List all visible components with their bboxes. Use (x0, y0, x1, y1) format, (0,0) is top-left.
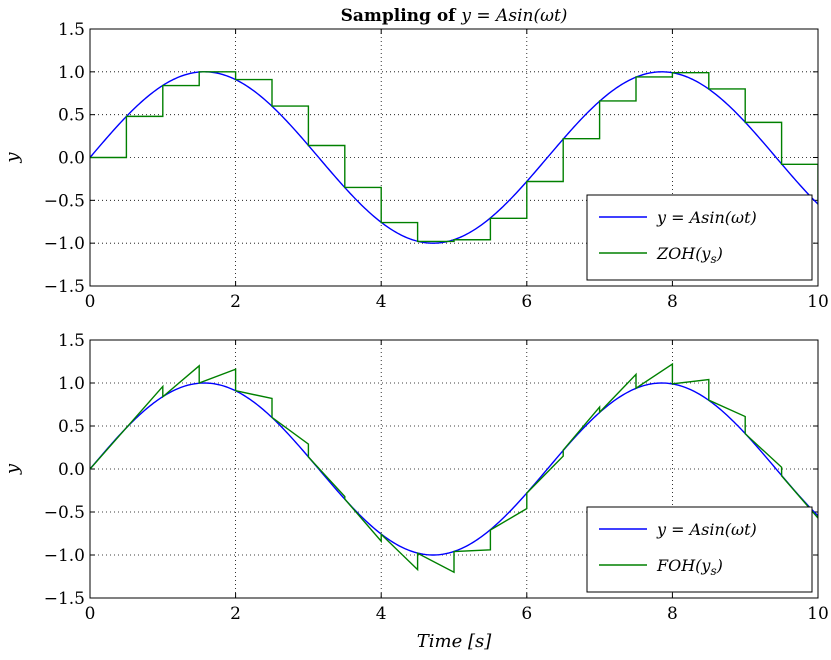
x-tick-label: 2 (230, 292, 241, 312)
chart-title: Sampling of y = Asin(ωt) (341, 6, 568, 26)
legend-box (586, 506, 813, 593)
legend-label: y = Asin(ωt) (656, 208, 757, 227)
legend-box (586, 194, 813, 281)
y-tick-label: −0.5 (44, 503, 85, 523)
y-tick-label: −1.0 (44, 234, 85, 254)
legend-label: ZOH(ys) (656, 244, 723, 266)
x-tick-label: 4 (376, 604, 387, 624)
y-tick-label: 0.0 (58, 149, 85, 169)
x-tick-label: 6 (521, 604, 532, 624)
x-tick-label: 10 (807, 292, 829, 312)
y-tick-label: 1.0 (58, 63, 85, 83)
y-tick-label: −1.5 (44, 277, 85, 297)
axes-frame (89, 28, 819, 287)
x-tick-label: 8 (667, 292, 678, 312)
y-tick-label: −0.5 (44, 191, 85, 211)
x-tick-label: 4 (376, 292, 387, 312)
x-tick-label: 6 (521, 292, 532, 312)
series-line-foh (90, 362, 818, 574)
y-tick-label: 1.0 (58, 374, 85, 394)
x-tick-label: 0 (85, 292, 96, 312)
x-axis-label: Time [s] (417, 631, 492, 652)
y-tick-label: −1.5 (44, 589, 85, 609)
y-tick-label: 1.5 (58, 331, 85, 351)
x-tick-label: 2 (230, 604, 241, 624)
bottom-subplot: 0 2 4 6 8 10 1.5 1.0 0.5 0.0 −0.5 −1.0 −1.5 y Time [s]… (2, 331, 829, 652)
legend: y = Asin(ωt) ZOH(ys) (586, 194, 813, 281)
series-line-zoh (90, 71, 818, 243)
y-tick-label: 1.5 (58, 20, 85, 40)
top-subplot: 0 2 4 6 8 10 1.5 1.0 0.5 0.0 −0.5 −1.0 −1.5 y Sampling… (2, 6, 829, 312)
x-tick-label: 0 (85, 604, 96, 624)
y-tick-label: 0.5 (58, 106, 85, 126)
y-tick-label: −1.0 (44, 546, 85, 566)
x-tick-label: 8 (667, 604, 678, 624)
legend-label: FOH(ys) (656, 556, 723, 578)
y-tick-label: 0.0 (58, 460, 85, 480)
axes-frame (89, 339, 819, 599)
legend: y = Asin(ωt) FOH(ys) (586, 506, 813, 593)
legend-label: y = Asin(ωt) (656, 520, 757, 539)
y-axis-label: y (2, 152, 23, 164)
y-axis-label: y (2, 463, 23, 475)
y-tick-label: 0.5 (58, 417, 85, 437)
x-tick-label: 10 (807, 604, 829, 624)
